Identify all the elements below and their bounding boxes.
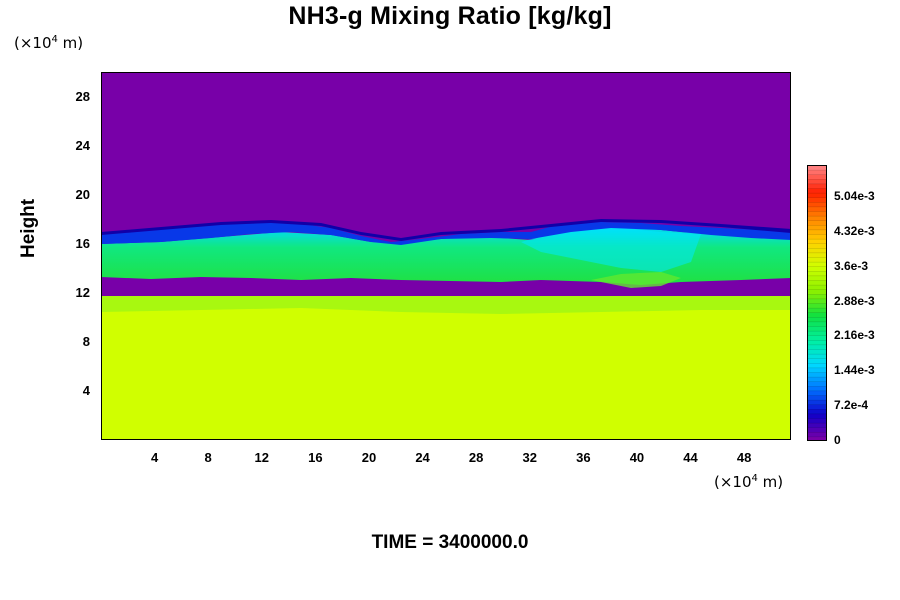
plot-frame bbox=[101, 72, 791, 440]
colorbar-tick-label: 7.2e-4 bbox=[834, 398, 869, 413]
colorbar-cell bbox=[807, 385, 827, 392]
time-label: TIME = 3400000.0 bbox=[371, 532, 529, 553]
colorbar-cell bbox=[807, 233, 827, 240]
y-tick-label: 8 bbox=[82, 333, 90, 349]
colorbar-cell bbox=[807, 307, 827, 313]
x-tick-label: 16 bbox=[308, 450, 323, 465]
field-region-upper-edge bbox=[101, 222, 791, 245]
colorbar-tick-label: 0 bbox=[834, 433, 841, 447]
colorbar-cell bbox=[807, 298, 827, 304]
colorbar-cell bbox=[807, 178, 827, 185]
colorbar-cell bbox=[807, 302, 827, 309]
colorbar-cell bbox=[807, 192, 827, 198]
y-tick-label: 20 bbox=[75, 186, 90, 202]
colorbar-cell bbox=[807, 380, 827, 387]
colorbar-cell bbox=[807, 413, 827, 419]
colorbar-cell bbox=[807, 316, 827, 323]
y-axis-label: Height bbox=[18, 198, 39, 258]
colorbar-tick-label: 5.04e-3 bbox=[834, 188, 875, 203]
colorbar-cell bbox=[807, 288, 827, 295]
colorbar-cell bbox=[807, 353, 827, 359]
colorbar-tick-label: 2.88e-3 bbox=[834, 293, 875, 308]
colorbar-cell bbox=[807, 265, 827, 272]
colorbar-cell bbox=[807, 224, 827, 231]
colorbar-cell bbox=[807, 427, 827, 433]
colorbar-cell bbox=[807, 220, 827, 226]
colorbar-cell bbox=[807, 344, 827, 350]
colorbar-cell bbox=[807, 173, 827, 180]
colorbar-cell bbox=[807, 293, 827, 300]
colorbar-cell bbox=[807, 252, 827, 258]
colorbar-tick-label: 3.6e-3 bbox=[834, 258, 869, 273]
field-region-cyan-plume bbox=[521, 228, 701, 272]
x-tick-label: 36 bbox=[576, 450, 591, 465]
heatmap-plot bbox=[101, 72, 791, 440]
x-tick-label: 4 bbox=[150, 450, 159, 465]
colorbar-cell bbox=[807, 334, 827, 341]
colorbar-cell bbox=[807, 206, 827, 212]
colorbar-cell bbox=[807, 371, 827, 378]
y-tick-label: 16 bbox=[75, 235, 90, 251]
colorbar-cell bbox=[807, 279, 827, 286]
colorbar-cell bbox=[807, 183, 827, 189]
colorbar-cell bbox=[807, 339, 827, 346]
colorbar-cell bbox=[807, 210, 827, 217]
x-tick-label: 28 bbox=[468, 450, 484, 465]
colorbar-tick-label: 4.32e-3 bbox=[834, 223, 875, 238]
x-tick-label: 8 bbox=[204, 450, 212, 465]
colorbar-cell bbox=[807, 321, 827, 327]
colorbar-cell bbox=[807, 201, 827, 208]
colorbar-cell bbox=[807, 422, 827, 428]
field-region-surface bbox=[101, 308, 791, 440]
colorbar-cell bbox=[807, 408, 827, 415]
colorbar-cell bbox=[807, 390, 827, 396]
field-region-lower-bulge bbox=[591, 272, 681, 288]
colorbar-cell bbox=[807, 229, 827, 235]
colorbar-cell bbox=[807, 311, 827, 318]
colorbar-cell bbox=[807, 431, 827, 438]
colorbar-cell bbox=[807, 399, 827, 405]
x-tick-label: 32 bbox=[522, 450, 537, 465]
x-unit-label: (×104 m) bbox=[714, 473, 784, 491]
colorbar-cell bbox=[807, 275, 827, 281]
colorbar-cell bbox=[807, 376, 827, 382]
colorbar bbox=[807, 165, 827, 441]
x-tick-label: 20 bbox=[361, 450, 377, 465]
x-tick-label: 24 bbox=[415, 450, 430, 465]
colorbar-cell bbox=[807, 362, 827, 369]
colorbar-cell bbox=[807, 169, 827, 175]
colorbar-cell bbox=[807, 247, 827, 254]
colorbar-cell bbox=[807, 417, 827, 424]
colorbar-cell bbox=[807, 325, 827, 332]
x-tick-label: 48 bbox=[736, 450, 752, 465]
x-tick-label: 44 bbox=[683, 450, 698, 465]
colorbar-cell bbox=[807, 284, 827, 290]
colorbar-cell bbox=[807, 215, 827, 221]
colorbar-cell bbox=[807, 394, 827, 401]
colorbar-tick-label: 2.16e-3 bbox=[834, 328, 875, 343]
colorbar-cell bbox=[807, 165, 827, 171]
colorbar-cell bbox=[807, 348, 827, 355]
colorbar-cell bbox=[807, 261, 827, 267]
y-tick-label: 4 bbox=[82, 382, 90, 398]
colorbar-cell bbox=[807, 330, 827, 336]
colorbar-cell bbox=[807, 270, 827, 277]
y-unit-label: (×104 m) bbox=[14, 34, 84, 52]
colorbar-cell bbox=[807, 256, 827, 263]
chart-title: NH3-g Mixing Ratio [kg/kg] bbox=[288, 2, 612, 30]
colorbar-cell bbox=[807, 242, 827, 249]
colorbar-cell bbox=[807, 197, 827, 203]
y-tick-label: 28 bbox=[75, 88, 90, 104]
y-tick-label: 24 bbox=[75, 137, 90, 153]
y-tick-label: 12 bbox=[75, 284, 90, 300]
x-tick-label: 12 bbox=[254, 450, 269, 465]
colorbar-cell bbox=[807, 238, 827, 244]
colorbar-tick-label: 1.44e-3 bbox=[834, 363, 875, 378]
colorbar-cell bbox=[807, 367, 827, 373]
x-tick-label: 40 bbox=[629, 450, 645, 465]
colorbar-cell bbox=[807, 187, 827, 194]
colorbar-cell bbox=[807, 403, 827, 410]
colorbar-cell bbox=[807, 357, 827, 364]
